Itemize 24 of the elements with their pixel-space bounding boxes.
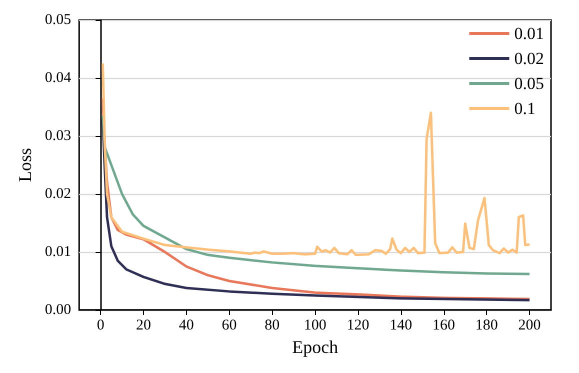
- legend-label: 0.1: [514, 99, 536, 118]
- y-tick-label: 0.03: [44, 128, 72, 144]
- y-tick-label: 0.01: [44, 244, 72, 260]
- x-tick-label: 20: [136, 318, 151, 334]
- legend-label: 0.01: [514, 24, 544, 43]
- x-tick-label: 180: [475, 318, 498, 334]
- y-tick-label: 0.00: [44, 302, 72, 318]
- y-tick-label: 0.05: [44, 12, 72, 28]
- legend-label: 0.05: [514, 74, 544, 93]
- x-tick-label: 60: [222, 318, 237, 334]
- y-tick-label: 0.04: [44, 70, 72, 86]
- x-tick-label: 120: [346, 318, 370, 334]
- line-series: [101, 114, 531, 276]
- x-tick-label: 100: [304, 318, 326, 334]
- y-axis-title: Loss: [15, 148, 35, 182]
- x-tick-label: 140: [390, 318, 412, 334]
- legend-label: 0.02: [514, 49, 544, 68]
- x-tick-label: 160: [432, 318, 456, 334]
- x-tick-label: 200: [518, 318, 541, 334]
- x-tick-label: 40: [178, 318, 194, 334]
- y-tick-label: 0.02: [44, 186, 72, 202]
- x-axis-title: Epoch: [292, 336, 338, 357]
- x-tick-label: 80: [264, 318, 280, 334]
- x-tick-label: 0: [96, 318, 104, 334]
